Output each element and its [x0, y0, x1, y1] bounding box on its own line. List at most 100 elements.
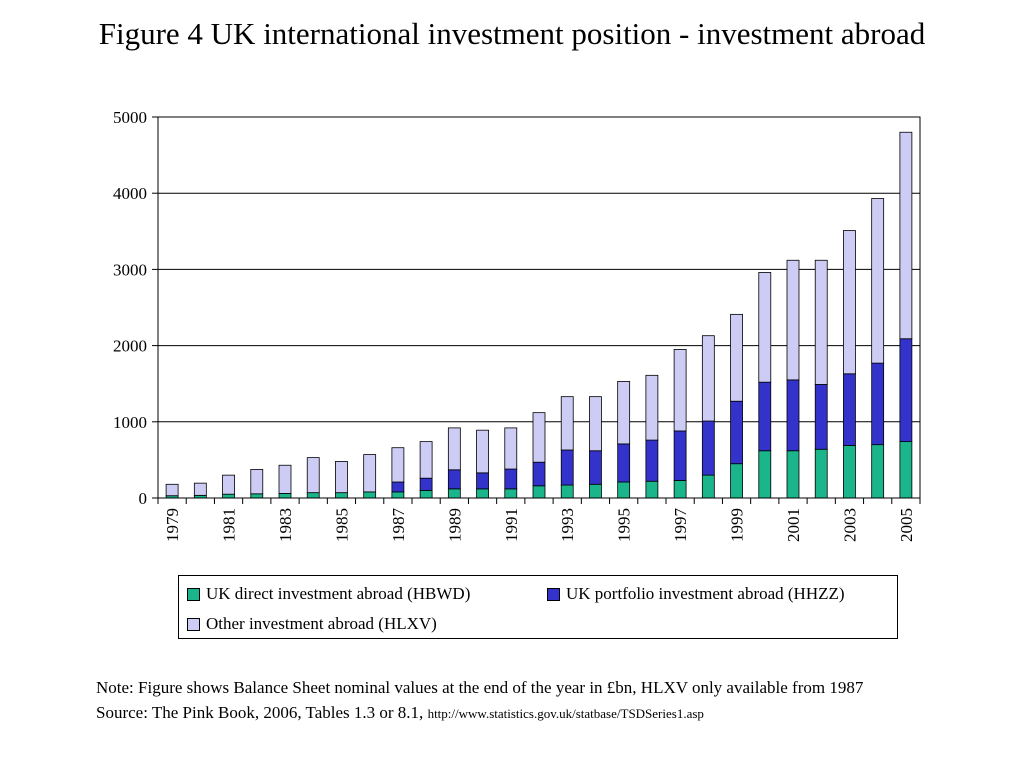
x-tick-label: 1991: [502, 508, 521, 542]
legend-swatch-direct: [187, 587, 200, 601]
x-tick-label: 1979: [163, 508, 182, 542]
bar-segment: [560, 484, 574, 499]
note-text: Note: Figure shows Balance Sheet nominal…: [96, 678, 864, 697]
x-tick-label: 1989: [445, 508, 464, 542]
bar-segment: [786, 450, 800, 499]
bar-segment: [504, 468, 518, 490]
bar-segment: [758, 272, 772, 383]
legend-swatch-other: [187, 617, 200, 631]
legend-label-other: Other investment abroad (HLXV): [206, 614, 437, 633]
page-title: Figure 4 UK international investment pos…: [98, 16, 926, 51]
bar-segment: [532, 461, 546, 487]
bar-segment: [335, 461, 348, 494]
y-tick-label: 4000: [113, 184, 147, 203]
bar-segment: [701, 474, 715, 499]
bar-segment: [589, 396, 602, 452]
bar-segment: [673, 430, 687, 481]
bar-segment: [165, 483, 179, 497]
bar-segment: [814, 448, 828, 499]
source-label: Source: The Pink Book, 2006, Tables 1.3 …: [96, 703, 424, 722]
bar-segment: [786, 379, 800, 452]
bar-segment: [730, 400, 743, 465]
bar-segment: [476, 429, 489, 474]
bar-segment: [589, 450, 602, 485]
bar-segment: [758, 381, 772, 452]
y-tick-label: 1000: [113, 413, 147, 432]
x-tick-label: 1987: [389, 508, 408, 543]
bar-segment: [391, 491, 405, 499]
bar-segment: [335, 492, 348, 499]
y-tick-label: 2000: [113, 337, 147, 356]
legend-item-other: Other investment abroad (HLXV): [187, 614, 437, 634]
bar-segment: [871, 198, 885, 364]
bar-segment: [306, 492, 320, 499]
bar-segment: [589, 483, 602, 499]
x-tick-label: 2005: [897, 508, 916, 542]
x-tick-label: 1993: [558, 508, 577, 542]
bar-segment: [306, 457, 320, 494]
bar-segment: [419, 477, 433, 491]
bar-segment: [504, 488, 518, 499]
x-tick-label: 2003: [840, 508, 859, 542]
bar-segment: [673, 349, 687, 432]
chart-legend: UK direct investment abroad (HBWD) UK po…: [178, 575, 898, 639]
bar-segment: [419, 441, 433, 479]
gridlines: [158, 192, 920, 423]
bar-segment: [814, 384, 828, 450]
source-line: Source: The Pink Book, 2006, Tables 1.3 …: [96, 700, 976, 726]
bar-segment: [532, 485, 546, 499]
bar-segment: [843, 445, 856, 499]
bar-segment: [843, 230, 856, 375]
bar-segment: [843, 373, 856, 446]
bar-segment: [899, 441, 913, 499]
bar-segment: [447, 488, 461, 499]
bar-segment: [222, 493, 235, 499]
bar-segment: [701, 420, 715, 476]
bars: [165, 131, 913, 499]
legend-item-direct: UK direct investment abroad (HBWD): [187, 584, 470, 604]
bar-segment: [250, 469, 264, 495]
bar-segment: [560, 396, 574, 451]
x-tick-label: 1999: [728, 508, 747, 542]
bar-segment: [250, 493, 264, 499]
x-tick-label: 1997: [671, 508, 690, 543]
bar-segment: [899, 131, 913, 340]
bar-segment: [871, 362, 885, 446]
x-tick-label: 1995: [615, 508, 634, 542]
legend-item-portfolio: UK portfolio investment abroad (HHZZ): [547, 584, 845, 604]
bar-segment: [814, 259, 828, 385]
bar-segment: [363, 454, 377, 493]
stacked-bar-chart: 0 1000 2000 3000 4000 5000 1979 1981 1983 1985 198…: [113, 108, 921, 543]
bar-segment: [730, 463, 743, 499]
y-tick-label: 0: [139, 489, 148, 508]
bar-segment: [278, 493, 292, 499]
bar-segment: [532, 412, 546, 463]
bar-segment: [476, 472, 489, 490]
legend-label-direct: UK direct investment abroad (HBWD): [206, 584, 471, 603]
x-tick-label: 1983: [276, 508, 295, 542]
bar-segment: [673, 480, 687, 499]
bar-segment: [278, 464, 292, 494]
bar-segment: [476, 488, 489, 499]
bar-segment: [617, 443, 631, 483]
axes: [152, 116, 921, 504]
source-url-link[interactable]: http://www.statistics.gov.uk/statbase/TS…: [427, 706, 704, 721]
bar-segment: [645, 480, 659, 499]
x-tick-label: 2001: [784, 508, 803, 542]
bar-segment: [786, 259, 800, 381]
bar-segment: [222, 474, 235, 495]
bar-segment: [730, 313, 743, 402]
bar-segment: [701, 335, 715, 422]
legend-label-portfolio: UK portfolio investment abroad (HHZZ): [566, 584, 845, 603]
bar-segment: [391, 447, 405, 483]
plot-frame: [157, 116, 921, 499]
bar-segment: [391, 481, 405, 493]
bar-segment: [504, 427, 518, 470]
x-tick-label: 1985: [332, 508, 351, 542]
bar-segment: [560, 449, 574, 486]
chart-notes: Note: Figure shows Balance Sheet nominal…: [96, 675, 976, 726]
bar-segment: [447, 469, 461, 490]
y-tick-label: 3000: [113, 260, 147, 279]
x-tick-label: 1981: [220, 508, 239, 542]
bar-segment: [617, 381, 631, 445]
